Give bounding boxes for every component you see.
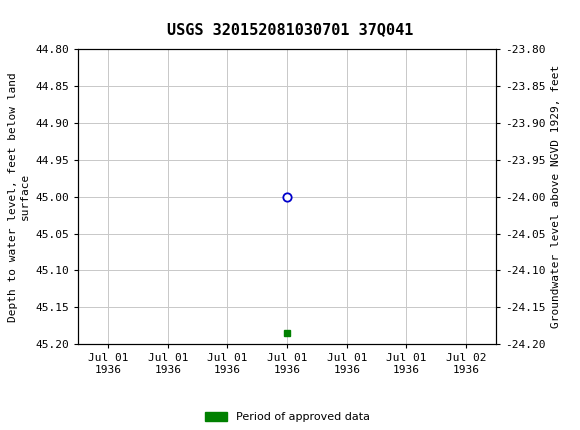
Legend: Period of approved data: Period of approved data	[200, 408, 374, 427]
Y-axis label: Groundwater level above NGVD 1929, feet: Groundwater level above NGVD 1929, feet	[551, 65, 561, 329]
Text: USGS 320152081030701 37Q041: USGS 320152081030701 37Q041	[167, 22, 413, 37]
Text: USGS: USGS	[42, 6, 97, 25]
Y-axis label: Depth to water level, feet below land
surface: Depth to water level, feet below land su…	[8, 72, 30, 322]
